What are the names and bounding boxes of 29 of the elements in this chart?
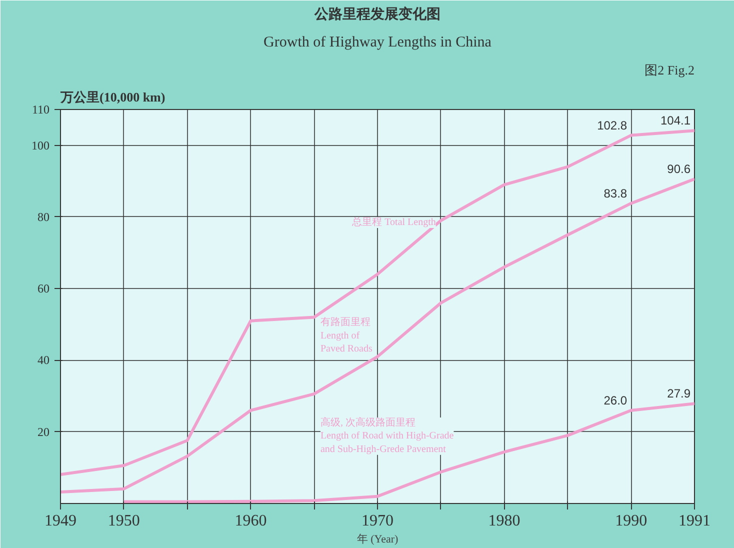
series-label: 高级, 次高级路面里程 Length of Road with High-Grade and Sub-High-Grede Pavement <box>320 416 454 455</box>
y-tick-label: 40 <box>38 353 50 368</box>
line-series <box>60 177 694 494</box>
y-axis-title: 万公里(10,000 km) <box>60 90 166 104</box>
caption: 图2 Fig.2 <box>644 62 694 78</box>
y-tick-label: 100 <box>32 138 50 152</box>
y-tick-label: 20 <box>38 424 50 439</box>
x-tick-label: 1980 <box>488 512 520 530</box>
data-label: 83.8 <box>604 186 628 200</box>
series-label: 总里程 Total Length <box>351 216 436 228</box>
series-label: 有路面里程 Length of Paved Roads <box>320 316 372 355</box>
x-tick-label: 1970 <box>362 512 394 530</box>
x-tick-label: 1960 <box>234 512 267 530</box>
y-tick-label: 60 <box>38 282 50 296</box>
data-label: 102.8 <box>597 118 628 132</box>
data-label: 26.0 <box>604 393 628 408</box>
data-label: 104.1 <box>660 114 691 128</box>
x-axis-title: 年 (Year) <box>356 534 399 546</box>
y-tick-label: 80 <box>38 210 50 224</box>
x-tick-label: 1990 <box>615 512 648 530</box>
data-label: 90.6 <box>667 162 691 176</box>
x-tick-label: 1949 <box>44 512 76 530</box>
y-tick-label: 110 <box>32 102 50 116</box>
data-label: 27.9 <box>667 386 691 401</box>
chart-subtitle: Growth of Highway Lengths in China <box>264 34 492 50</box>
x-tick-label: 1950 <box>108 512 140 530</box>
x-tick-label: 1991 <box>678 512 710 530</box>
line-series <box>60 129 694 476</box>
chart-title: 公路里程发展变化图 <box>314 6 440 22</box>
